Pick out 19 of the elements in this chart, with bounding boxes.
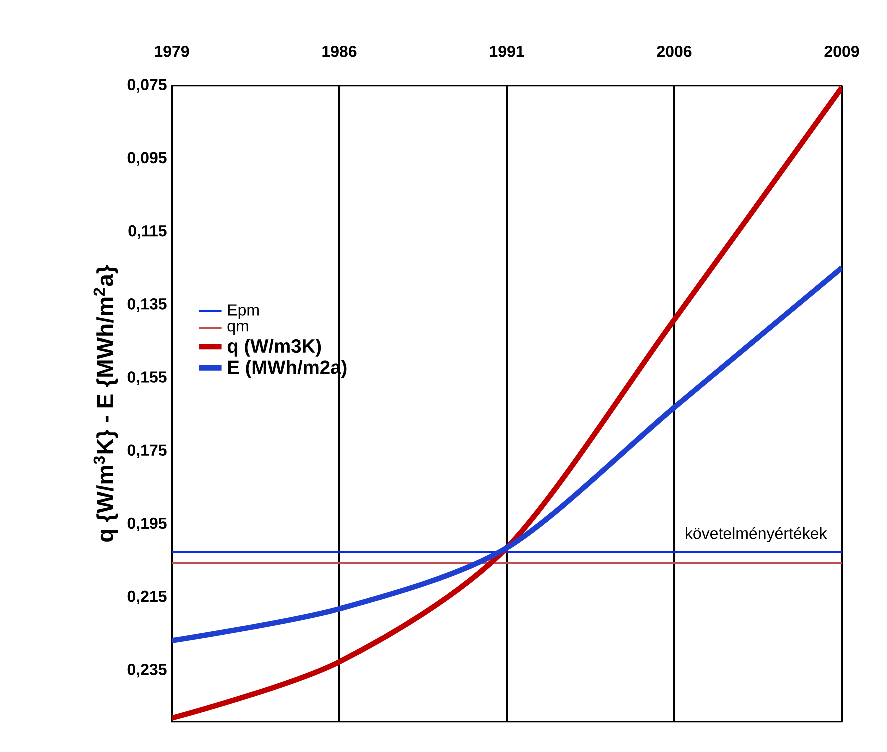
y-tick-label: 0,195 [128,518,167,532]
x-tick-label: 2009 [824,46,860,58]
y-tick-label: 0,235 [128,664,167,678]
legend-label: qm [228,323,248,335]
x-tick-label: 1986 [322,46,357,58]
annotation: követelményértékek [686,527,828,542]
x-tick-label: 1979 [155,46,190,58]
y-tick-label: 0,175 [128,444,167,458]
y-tick-label: 0,095 [128,152,167,166]
x-tick-label: 2006 [657,46,692,58]
legend-label: q (W/m3K) [228,338,322,357]
y-tick-label: 0,135 [128,298,167,312]
y-tick-label: 0,115 [128,225,167,240]
y-tick-label: 0,215 [128,590,167,605]
legend-label: Epm [228,304,259,320]
y-tick-label: 0,075 [128,79,167,93]
y-axis-title: q {W/m$^{3}$K} - E {MWh/m$^{2}$a} [94,266,118,542]
y-tick-label: 0,155 [128,372,167,386]
x-tick-label: 1991 [490,46,524,58]
